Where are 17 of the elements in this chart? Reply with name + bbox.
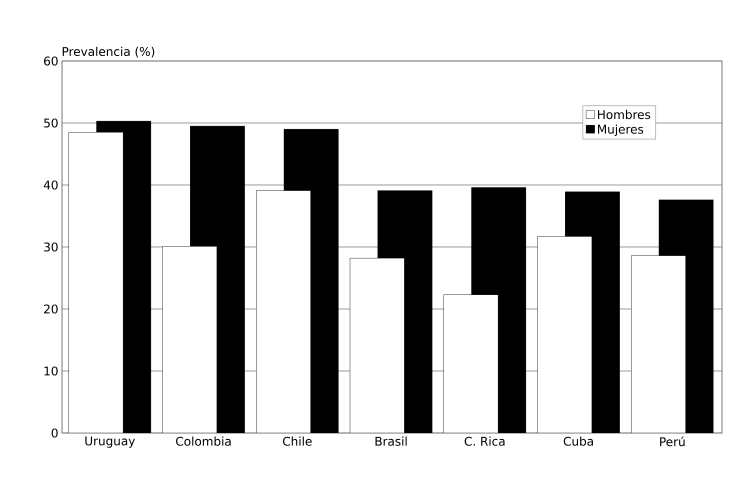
y-tick-label: 10	[44, 366, 58, 376]
y-tick-label: 40	[44, 180, 58, 190]
legend-label: Hombres	[598, 110, 650, 120]
x-tick-label: Chile	[282, 436, 312, 446]
y-tick-label: 60	[44, 56, 58, 66]
y-tick-label: 50	[44, 118, 58, 128]
y-tick-label: 0	[52, 428, 58, 438]
legend-label: Mujeres	[598, 124, 644, 136]
x-tick-label: Colombia	[176, 436, 231, 446]
y-axis-title: Prevalencia (%)	[62, 46, 154, 58]
y-tick-label: 20	[44, 304, 58, 314]
x-tick-label: Brasil	[376, 436, 407, 446]
x-tick-label: Uruguay	[85, 436, 135, 448]
x-tick-label: Perú	[660, 436, 685, 446]
y-tick-label: 30	[44, 242, 58, 252]
x-tick-label: C. Rica	[464, 436, 505, 446]
x-tick-label: Cuba	[564, 436, 593, 446]
